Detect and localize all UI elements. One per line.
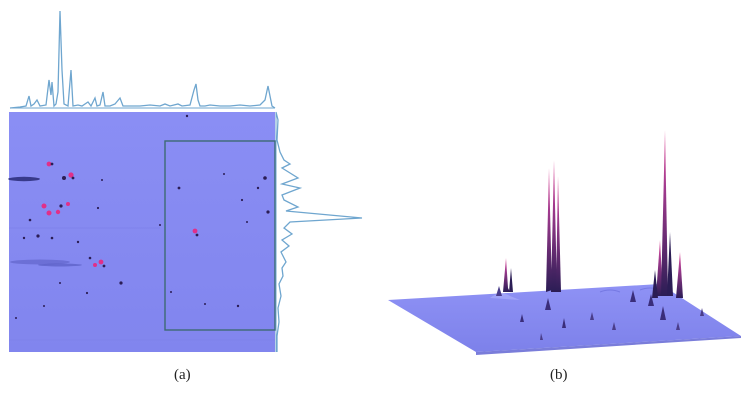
spots xyxy=(15,114,270,319)
region-box xyxy=(164,140,276,331)
panel-b xyxy=(388,130,741,355)
contour-plane xyxy=(9,112,275,352)
surface-bumps xyxy=(496,286,704,340)
streaks xyxy=(8,176,275,341)
surface-spikes xyxy=(503,130,683,298)
surface-plane xyxy=(388,284,741,352)
caption-panel-b: (b) xyxy=(550,367,568,383)
top-trace xyxy=(9,10,276,109)
right-trace xyxy=(275,111,363,352)
panel-a xyxy=(8,10,363,352)
caption-panel-a: (a) xyxy=(174,367,191,383)
